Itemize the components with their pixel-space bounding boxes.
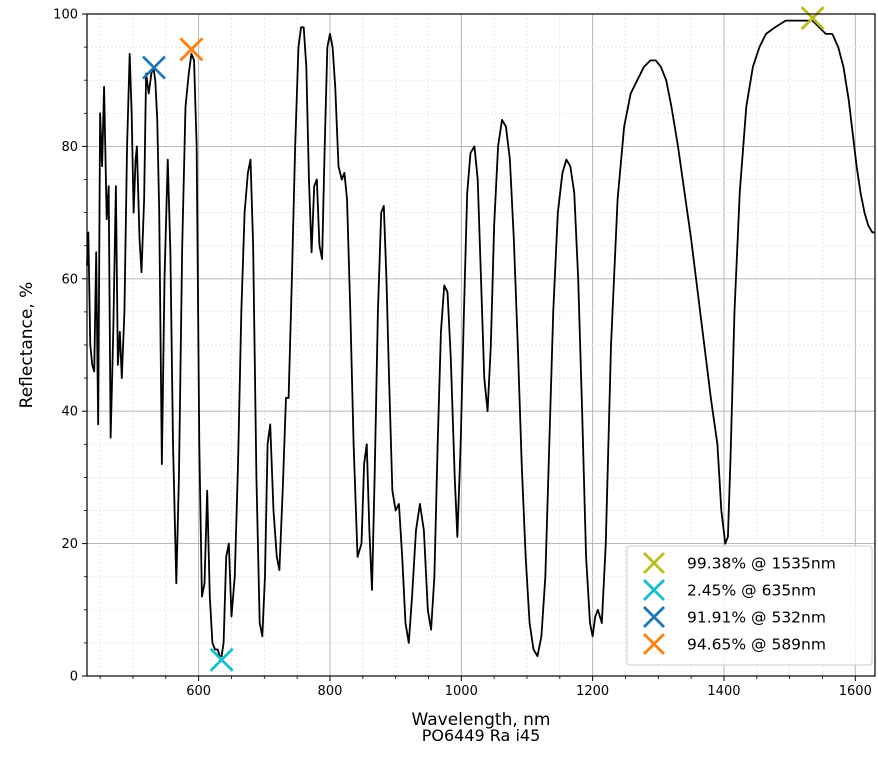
x-tick-label: 1400 xyxy=(707,684,740,699)
x-tick-label: 1600 xyxy=(839,684,872,699)
x-tick-label: 600 xyxy=(186,684,211,699)
x-tick-label: 1000 xyxy=(445,684,478,699)
legend: 99.38% @ 1535nm 2.45% @ 635nm 91.91% @ 532… xyxy=(627,546,872,665)
legend-label-1: 2.45% @ 635nm xyxy=(687,582,816,600)
legend-label-0: 99.38% @ 1535nm xyxy=(687,555,836,573)
y-tick-label: 40 xyxy=(61,405,78,420)
x-tick-label: 800 xyxy=(318,684,343,699)
legend-label-3: 94.65% @ 589nm xyxy=(687,636,826,654)
x-tick-label: 1200 xyxy=(576,684,609,699)
y-tick-label: 100 xyxy=(53,8,78,23)
legend-label-2: 91.91% @ 532nm xyxy=(687,609,826,627)
marker-point-0 xyxy=(802,7,824,29)
y-tick-label: 60 xyxy=(61,272,78,287)
chart-caption: PO6449 Ra i45 xyxy=(422,726,541,745)
y-axis-title: Reflectance, % xyxy=(17,282,37,409)
y-tick-label: 20 xyxy=(61,537,78,552)
y-tick-label: 0 xyxy=(70,670,78,685)
y-tick-label: 80 xyxy=(61,140,78,155)
